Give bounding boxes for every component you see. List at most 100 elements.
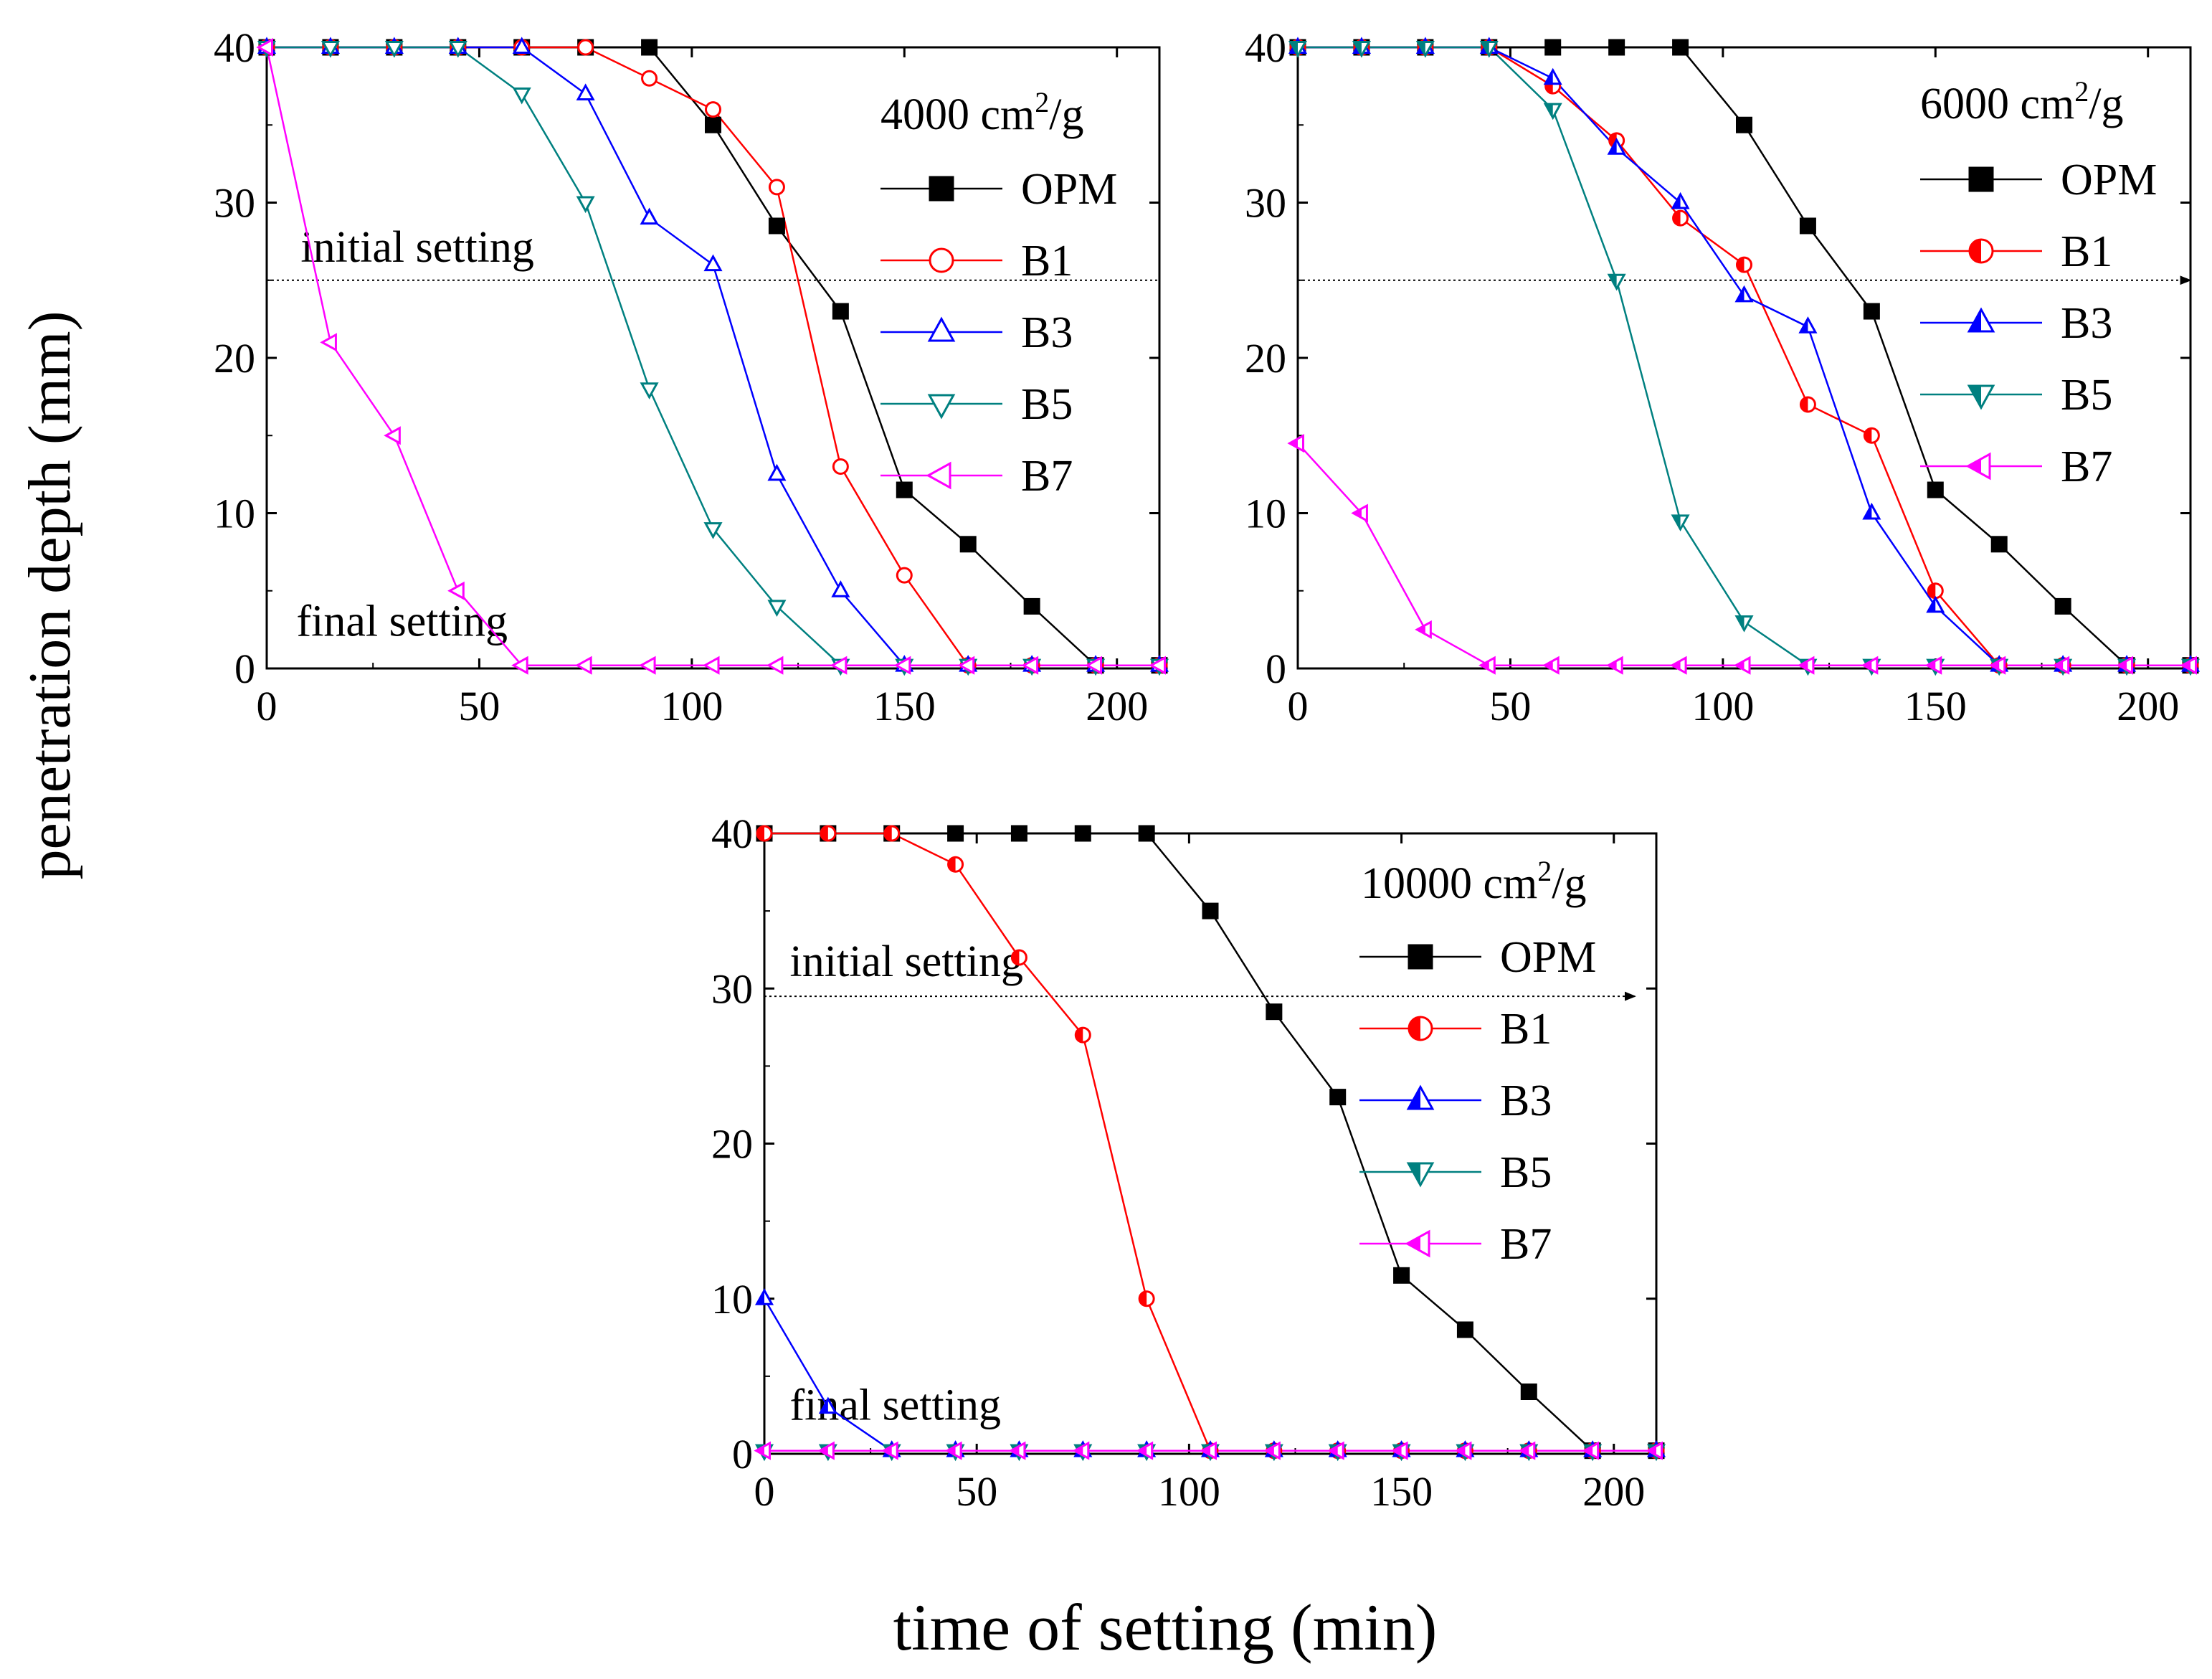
data-point-B1 xyxy=(705,101,721,118)
data-point-B5 xyxy=(1479,41,1499,58)
data-point-OPM xyxy=(1863,303,1880,320)
data-point-B7 xyxy=(1149,656,1166,675)
annotation-final-setting: final setting xyxy=(297,597,508,646)
panel-4000: 0 50 100 150 200 0 10 20 30 40 initial setting fina… xyxy=(214,24,1169,729)
data-point-B1 xyxy=(896,567,913,584)
y-tick-label: 40 xyxy=(1245,24,1286,71)
legend-marker-OPM xyxy=(929,176,954,202)
data-point-B5 xyxy=(1288,41,1308,58)
panel-title: 6000 cm2/g xyxy=(1920,75,2123,128)
panel-title-base: 10000 cm xyxy=(1361,859,1537,908)
data-point-OPM xyxy=(1023,597,1040,615)
data-point-B5 xyxy=(1671,514,1690,531)
data-point-OPM xyxy=(1393,1267,1410,1284)
legend-marker-B1 xyxy=(1968,238,1994,264)
data-point-B5 xyxy=(1607,273,1626,291)
data-point-B5 xyxy=(1734,615,1754,633)
legend-marker-B5 xyxy=(1406,1162,1435,1188)
data-point-B7 xyxy=(384,426,401,445)
legend-marker-OPM xyxy=(1408,944,1433,970)
data-point-B7 xyxy=(957,656,975,675)
data-point-B1 xyxy=(947,856,964,873)
legend-marker-B3 xyxy=(1967,307,1995,333)
data-point-B1 xyxy=(1863,427,1880,444)
data-point-B7 xyxy=(320,333,337,352)
data-point-B1 xyxy=(768,179,785,196)
data-point-OPM xyxy=(1010,825,1027,842)
data-point-B7 xyxy=(2116,656,2134,675)
data-point-OPM xyxy=(1672,39,1689,56)
data-point-B3 xyxy=(576,83,595,100)
legend-label-B5: B5 xyxy=(1500,1148,1552,1197)
x-axis-label: time of setting (min) xyxy=(893,1591,1438,1664)
panel-title-suffix: /g xyxy=(1049,90,1083,139)
legend-marker-B1 xyxy=(929,247,954,273)
data-point-B1 xyxy=(756,825,773,842)
panel-title-base: 4000 cm xyxy=(880,90,1035,139)
panel-title-suffix: /g xyxy=(2089,80,2123,128)
data-point-B1 xyxy=(883,825,901,842)
data-point-B7 xyxy=(575,656,592,675)
y-axis-label: penetration depth (mm) xyxy=(16,311,83,879)
data-point-B3 xyxy=(703,254,723,272)
data-point-B3 xyxy=(818,1396,837,1414)
y-tick-label: 10 xyxy=(711,1276,753,1323)
panel-6000: 0 50 100 150 200 0 10 20 30 40 6000 cm2/g OPM B1 B3 B5… xyxy=(1245,24,2201,729)
data-point-B7 xyxy=(1390,1441,1408,1460)
legend-marker-OPM xyxy=(1968,166,1994,192)
data-point-OPM xyxy=(959,536,977,553)
legend-label-OPM: OPM xyxy=(1021,165,1117,214)
data-point-B7 xyxy=(1200,1441,1217,1460)
data-point-B7 xyxy=(1136,1441,1154,1460)
data-point-B7 xyxy=(511,656,528,675)
data-point-OPM xyxy=(1990,536,2008,553)
y-tick-label: 20 xyxy=(711,1121,753,1168)
data-point-B5 xyxy=(767,600,787,618)
legend-marker-B5 xyxy=(1967,384,1995,410)
data-point-B1 xyxy=(577,39,594,56)
data-point-B7 xyxy=(1924,656,1942,675)
data-point-OPM xyxy=(1329,1089,1347,1106)
panel-title-suffix: /g xyxy=(1552,859,1586,908)
y-tick-label: 0 xyxy=(1266,645,1286,692)
data-point-OPM xyxy=(896,481,913,498)
data-point-B3 xyxy=(754,1288,774,1305)
data-point-B1 xyxy=(1736,256,1752,273)
data-point-B7 xyxy=(1072,1441,1090,1460)
data-point-B7 xyxy=(256,37,273,57)
data-point-OPM xyxy=(2054,597,2071,615)
x-tick-label: 100 xyxy=(660,683,723,729)
y-tick-label: 30 xyxy=(1245,180,1286,227)
x-tick-label: 100 xyxy=(1691,683,1754,729)
data-point-B3 xyxy=(1543,67,1562,85)
data-point-OPM xyxy=(768,217,785,235)
data-point-B5 xyxy=(448,41,467,58)
data-point-B7 xyxy=(1988,656,2006,675)
legend-label-B5: B5 xyxy=(2061,371,2112,420)
x-tick-label: 200 xyxy=(2117,683,2179,729)
data-point-B5 xyxy=(321,41,340,58)
y-tick-label: 40 xyxy=(711,810,753,857)
data-point-B3 xyxy=(1671,191,1690,209)
data-point-B3 xyxy=(1734,285,1754,303)
data-point-B7 xyxy=(1351,503,1368,523)
data-point-OPM xyxy=(641,39,658,56)
legend-marker-B7 xyxy=(1965,452,1991,481)
data-point-OPM xyxy=(1138,825,1155,842)
legend-label-B3: B3 xyxy=(1021,308,1073,357)
data-point-B7 xyxy=(817,1441,835,1460)
x-tick-label: 150 xyxy=(1370,1468,1433,1515)
data-point-B3 xyxy=(1862,502,1881,520)
data-point-B3 xyxy=(1798,316,1818,334)
data-point-B7 xyxy=(754,1441,771,1460)
x-tick-label: 200 xyxy=(1086,683,1148,729)
data-point-B7 xyxy=(1669,656,1687,675)
data-point-B1 xyxy=(820,825,837,842)
annotation-initial-setting: initial setting xyxy=(790,937,1023,986)
x-tick-label: 200 xyxy=(1582,1468,1645,1515)
legend-label-B7: B7 xyxy=(2061,443,2112,491)
data-point-OPM xyxy=(1456,1321,1473,1338)
legend-label-B1: B1 xyxy=(2061,227,2112,276)
y-tick-label: 20 xyxy=(214,335,255,382)
